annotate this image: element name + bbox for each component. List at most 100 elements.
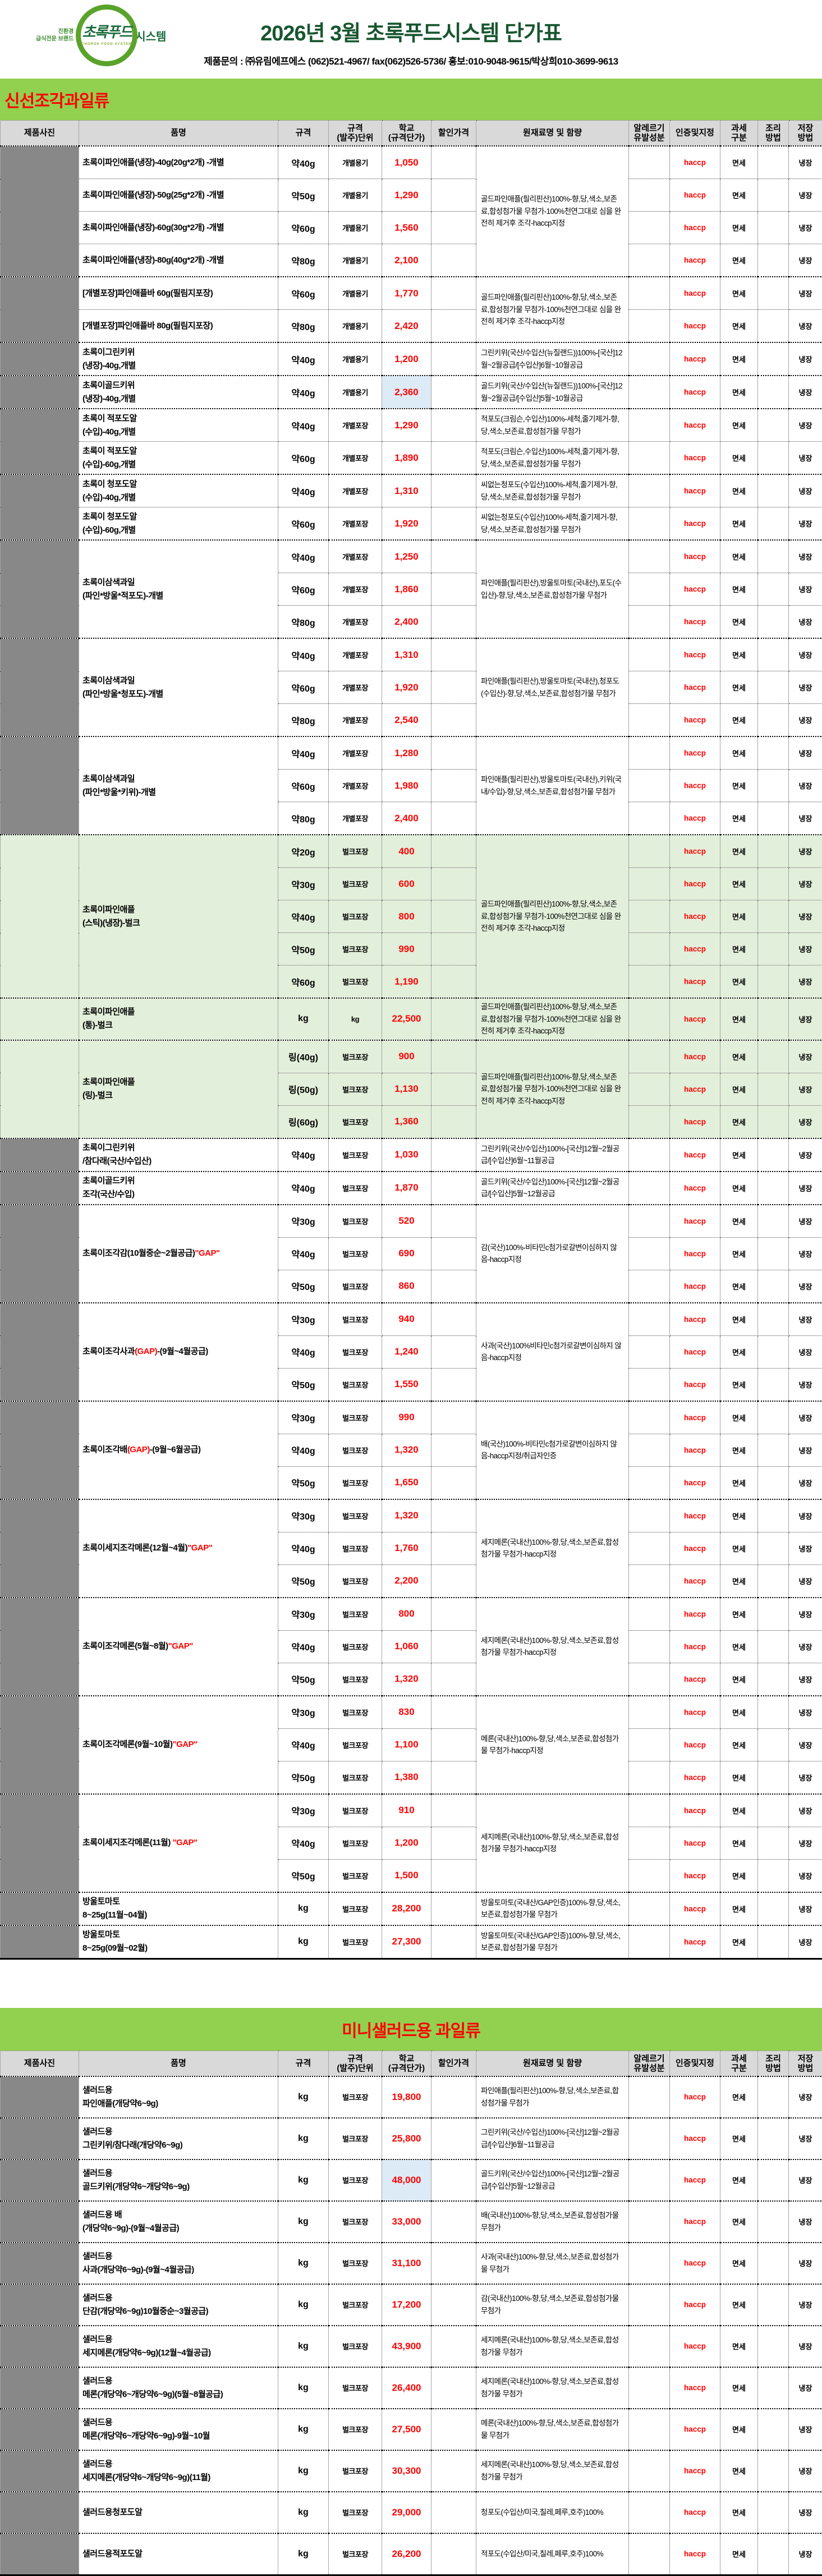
discount-price-cell — [431, 2533, 476, 2575]
product-name-cell: 초록이 청포도알 (수입)-60g,개별 — [79, 507, 278, 541]
school-price-cell: 1,860 — [382, 573, 431, 606]
spec-cell: kg — [278, 2367, 329, 2409]
product-name-text: 초록이삼색과일 (파인*방울*청포도)-개별 — [82, 676, 163, 699]
school-price-cell: 1,290 — [382, 409, 431, 442]
col-header-2: 규격 — [278, 121, 329, 147]
product-name-cell: 샐러드용청포도알 — [79, 2492, 278, 2533]
cooking-method-cell — [758, 1564, 789, 1598]
col-header-2: 규격 — [278, 2051, 329, 2076]
allergen-cell — [629, 638, 670, 671]
gap-certification-label: "GAP" — [187, 1543, 212, 1553]
spec-cell: 약30g — [278, 1303, 329, 1336]
tax-type-cell: 면세 — [720, 1303, 758, 1336]
school-price-cell: 28,200 — [382, 1892, 431, 1925]
certification-cell: haccp — [670, 277, 720, 310]
ingredient-cell: 세지메론(국내산)100%-향,당,색소,보존료,합성첨가물 무첨가 — [476, 2450, 629, 2492]
tax-type-cell: 면세 — [720, 409, 758, 442]
certification-cell: haccp — [670, 409, 720, 442]
storage-method-cell: 냉장 — [789, 736, 822, 770]
certification-cell: haccp — [670, 900, 720, 933]
order-unit-cell: 벌크포장 — [329, 1303, 382, 1336]
order-unit-cell: 벌크포장 — [329, 2076, 382, 2118]
spec-cell: 약60g — [278, 770, 329, 802]
order-unit-cell: 벌크포장 — [329, 2118, 382, 2159]
spec-cell: 약40g — [278, 900, 329, 933]
ingredient-cell: 배(국산)100%-비타민c첨가로갈변이심하지 않음-haccp지정/취급자인증 — [476, 1401, 629, 1499]
school-price-cell: 1,650 — [382, 1466, 431, 1499]
discount-price-cell — [431, 1434, 476, 1466]
logo-brand-script: 초록푸드 — [82, 25, 131, 39]
cooking-method-cell — [758, 1499, 789, 1532]
ingredient-cell: 골드파인애플(필리핀산)100%-향,당,색소,보존료,합성첨가물 무첨가-10… — [476, 277, 629, 342]
spec-cell: 약80g — [278, 802, 329, 835]
cooking-method-cell — [758, 1696, 789, 1729]
spec-cell: 약40g — [278, 1237, 329, 1270]
order-unit-cell: 벌크포장 — [329, 2450, 382, 2492]
certification-cell: haccp — [670, 474, 720, 507]
discount-price-cell — [431, 900, 476, 933]
product-name-text: 샐러드용 메론(개당약6~개당약6~9g)(5월~8월공급) — [82, 2376, 223, 2399]
allergen-cell — [629, 1172, 670, 1205]
allergen-cell — [629, 1335, 670, 1368]
ingredient-cell: 골드파인애플(필리핀산)100%-향,당,색소,보존료,합성첨가물 무첨가-10… — [476, 1040, 629, 1138]
allergen-cell — [629, 1401, 670, 1434]
storage-method-cell: 냉장 — [789, 442, 822, 475]
ingredient-cell: 방울토마토(국내산/GAP인증)100%-향,당,색소,보존료,합성첨가물 무첨… — [476, 1925, 629, 1959]
product-photo — [1, 146, 79, 277]
spec-cell: 약50g — [278, 179, 329, 212]
product-name-cell: 샐러드용 파인애플(개당약6~9g) — [79, 2076, 278, 2118]
school-price-cell: 910 — [382, 1794, 431, 1827]
allergen-cell — [629, 277, 670, 310]
order-unit-cell: 개별용기 — [329, 244, 382, 277]
ingredient-cell: 감(국내산)100%-향,당,색소,보존료,합성첨가물 무첨가 — [476, 2284, 629, 2326]
storage-method-cell: 냉장 — [789, 342, 822, 376]
cooking-method-cell — [758, 770, 789, 802]
discount-price-cell — [431, 1335, 476, 1368]
section-gap — [0, 1960, 822, 2008]
school-price-cell: 1,200 — [382, 342, 431, 376]
discount-price-cell — [431, 1532, 476, 1564]
product-photo — [1, 2159, 79, 2201]
product-name-cell: 방울토마토 8~25g(11월~04월) — [79, 1892, 278, 1925]
col-header-3: 규격 (발주)단위 — [329, 121, 382, 147]
ingredient-cell: 골드키위(국산/수입산)100%-[국산]12월~2월공급/[수입산]5월~12… — [476, 1172, 629, 1205]
allergen-cell — [629, 2159, 670, 2201]
allergen-cell — [629, 1040, 670, 1073]
product-name-cell: 초록이세지조각메론(11월) "GAP" — [79, 1794, 278, 1892]
col-header-1: 품명 — [79, 2051, 278, 2076]
spec-cell: 약50g — [278, 1564, 329, 1598]
discount-price-cell — [431, 2326, 476, 2367]
certification-cell: haccp — [670, 1466, 720, 1499]
allergen-cell — [629, 835, 670, 868]
tax-type-cell: 면세 — [720, 2076, 758, 2118]
tax-type-cell: 면세 — [720, 1138, 758, 1172]
order-unit-cell: 벌크포장 — [329, 2159, 382, 2201]
product-name-cell: 초록이골드키위 조각(국산/수입) — [79, 1172, 278, 1205]
certification-cell: haccp — [670, 1303, 720, 1336]
col-header-0: 제품사진 — [1, 121, 79, 147]
tax-type-cell: 면세 — [720, 310, 758, 343]
allergen-cell — [629, 1859, 670, 1892]
tax-type-cell: 면세 — [720, 835, 758, 868]
product-photo — [1, 998, 79, 1040]
product-name-cell: 샐러드용 세지메론(개당약6~개당약6~9g)(11월) — [79, 2450, 278, 2492]
product-name-text: 초록이조각사과 — [82, 1347, 135, 1356]
tax-type-cell: 면세 — [720, 606, 758, 639]
storage-method-cell: 냉장 — [789, 310, 822, 343]
allergen-cell — [629, 2076, 670, 2118]
col-header-0: 제품사진 — [1, 2051, 79, 2076]
order-unit-cell: 벌크포장 — [329, 966, 382, 999]
storage-method-cell: 냉장 — [789, 638, 822, 671]
order-unit-cell: 벌크포장 — [329, 2367, 382, 2409]
cooking-method-cell — [758, 2533, 789, 2575]
cooking-method-cell — [758, 2118, 789, 2159]
order-unit-cell: 벌크포장 — [329, 1761, 382, 1794]
product-name-cell: 샐러드용 메론(개당약6~개당약6~9g)-9월~10월 — [79, 2409, 278, 2450]
ingredient-cell: 골드파인애플(필리핀산)100%-향,당,색소,보존료,합성첨가물 무첨가-10… — [476, 998, 629, 1040]
certification-cell: haccp — [670, 507, 720, 541]
storage-method-cell: 냉장 — [789, 704, 822, 737]
order-unit-cell: 개별용기 — [329, 179, 382, 212]
product-photo — [1, 540, 79, 638]
